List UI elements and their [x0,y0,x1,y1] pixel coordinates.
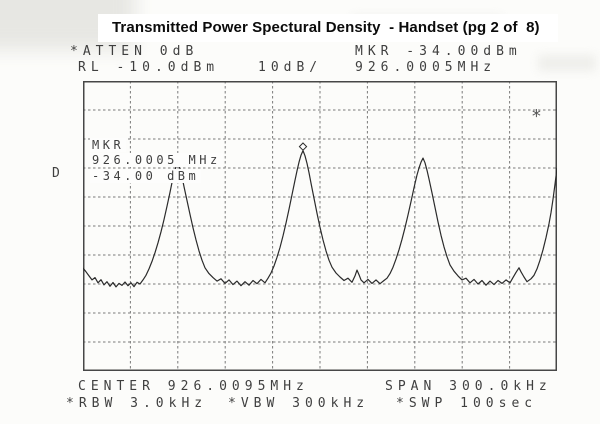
marker-box-frequency: 926.0005 MHz [90,153,223,167]
attenuation-readout: *ATTEN 0dB [70,44,199,59]
marker-box-line1: MKR [90,138,127,152]
spectrum-trace [83,149,557,288]
graticule-border [83,81,557,371]
marker-box-label: MKR [90,138,127,152]
scale-per-div-readout: 10dB/ [258,60,323,75]
marker-frequency-readout: 926.0005MHz [355,60,497,75]
vbw-readout: *VBW 300kHz [228,396,370,411]
uncal-asterisk: * [531,106,542,127]
title-strip [98,14,558,42]
marker-box-line3: -34.00 dBm [90,169,202,183]
marker-box-line2: 926.0005 MHz [90,153,223,167]
sweep-time-readout: *SWP 100sec [396,396,538,411]
center-frequency-readout: CENTER 926.0095MHz [78,379,309,394]
page-title: Transmitted Power Spectural Density - Ha… [112,19,540,36]
detector-mode-label: D [52,166,65,181]
spectrum-graticule [83,81,557,371]
scan-smudge [538,55,596,71]
rbw-readout: *RBW 3.0kHz [66,396,208,411]
marker-amplitude-readout: MKR -34.00dBm [355,44,522,59]
marker-box-amplitude: -34.00 dBm [90,169,202,183]
reference-level-readout: RL -10.0dBm [78,60,220,75]
span-readout: SPAN 300.0kHz [385,379,552,394]
marker-diamond-icon [298,142,308,151]
